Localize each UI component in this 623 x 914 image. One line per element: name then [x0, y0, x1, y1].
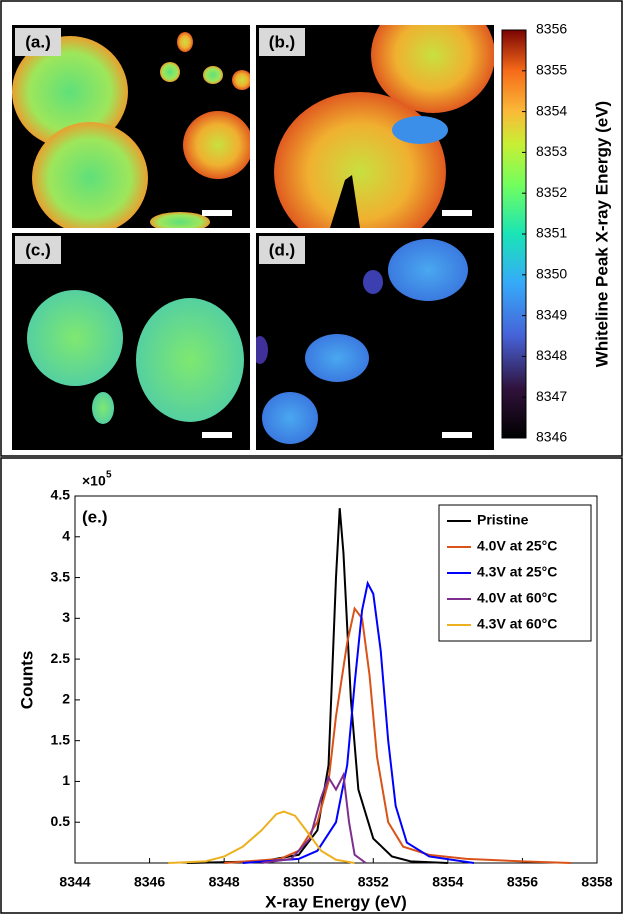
colorbar-tick-label: 8348 — [536, 347, 567, 363]
colorbar-tick-label: 8352 — [536, 184, 567, 200]
colorbar-tick-label: 8353 — [536, 143, 567, 159]
bottom-frame — [0, 457, 623, 914]
x-tick-label: 8344 — [59, 874, 90, 890]
colorbar-tick-label: 8356 — [536, 21, 567, 37]
series-line — [186, 508, 448, 864]
y-tick-label: 1.5 — [51, 731, 71, 747]
x-tick-label: 8354 — [432, 874, 463, 890]
y-tick-label: 3 — [62, 609, 70, 625]
x-tick-label: 8346 — [134, 874, 165, 890]
y-tick-label: 4 — [62, 527, 70, 543]
series-line — [224, 606, 571, 864]
panel-label: (b.) — [269, 32, 295, 51]
y-tick-label: 2.5 — [51, 650, 71, 666]
x-tick-label: 8348 — [209, 874, 240, 890]
panel-label: (d.) — [269, 240, 295, 259]
colorbar-label: Whiteline Peak X-ray Energy (eV) — [592, 101, 611, 367]
colorbar-tick-label: 8349 — [536, 306, 567, 322]
plot-area — [74, 495, 598, 864]
colorbar-tick-label: 8355 — [536, 62, 567, 78]
x-axis-label: X-ray Energy (eV) — [265, 892, 407, 911]
y-multiplier-exp: 5 — [106, 470, 112, 481]
panel-d — [256, 233, 494, 450]
scale-bar — [202, 432, 232, 438]
legend-label: 4.0V at 25°C — [477, 538, 557, 554]
legend-label: 4.0V at 60°C — [477, 590, 557, 606]
y-tick-label: 3.5 — [51, 568, 71, 584]
annotation: (e.) — [82, 507, 108, 526]
panel-label-box — [15, 236, 61, 264]
series-line — [261, 771, 367, 864]
panel-b — [256, 25, 494, 228]
scale-bar — [442, 210, 472, 216]
top-frame — [0, 0, 623, 457]
legend-label: Pristine — [477, 512, 529, 528]
y-axis-label: Counts — [17, 651, 36, 710]
panel-label-box — [15, 28, 61, 56]
scale-bar — [442, 432, 472, 438]
y-tick-label: 1 — [62, 772, 70, 788]
x-tick-label: 8358 — [581, 874, 612, 890]
x-tick-label: 8356 — [507, 874, 538, 890]
colorbar-tick-label: 8347 — [536, 388, 567, 404]
y-multiplier: ×10 — [82, 473, 106, 489]
colorbar-tick-label: 8351 — [536, 225, 567, 241]
x-tick-label: 8352 — [358, 874, 389, 890]
colorbar-tick-label: 8354 — [536, 102, 567, 118]
colorbar-tick-label: 8350 — [536, 266, 567, 282]
panel-label: (c.) — [25, 240, 51, 259]
x-tick-label: 8350 — [283, 874, 314, 890]
panel-label-box — [259, 236, 305, 264]
panel-a — [12, 25, 250, 228]
panel-c — [12, 233, 250, 450]
legend-label: 4.3V at 25°C — [477, 564, 557, 580]
series-line — [168, 810, 355, 864]
colorbar-tick-label: 8346 — [536, 429, 567, 445]
panel-label: (a.) — [25, 32, 51, 51]
panel-label-box — [259, 28, 305, 56]
series-line — [242, 580, 475, 864]
scale-bar — [202, 210, 232, 216]
y-tick-label: 0.5 — [51, 813, 71, 829]
y-tick-label: 4.5 — [51, 487, 71, 503]
y-tick-label: 2 — [62, 691, 70, 707]
legend-label: 4.3V at 60°C — [477, 616, 557, 632]
